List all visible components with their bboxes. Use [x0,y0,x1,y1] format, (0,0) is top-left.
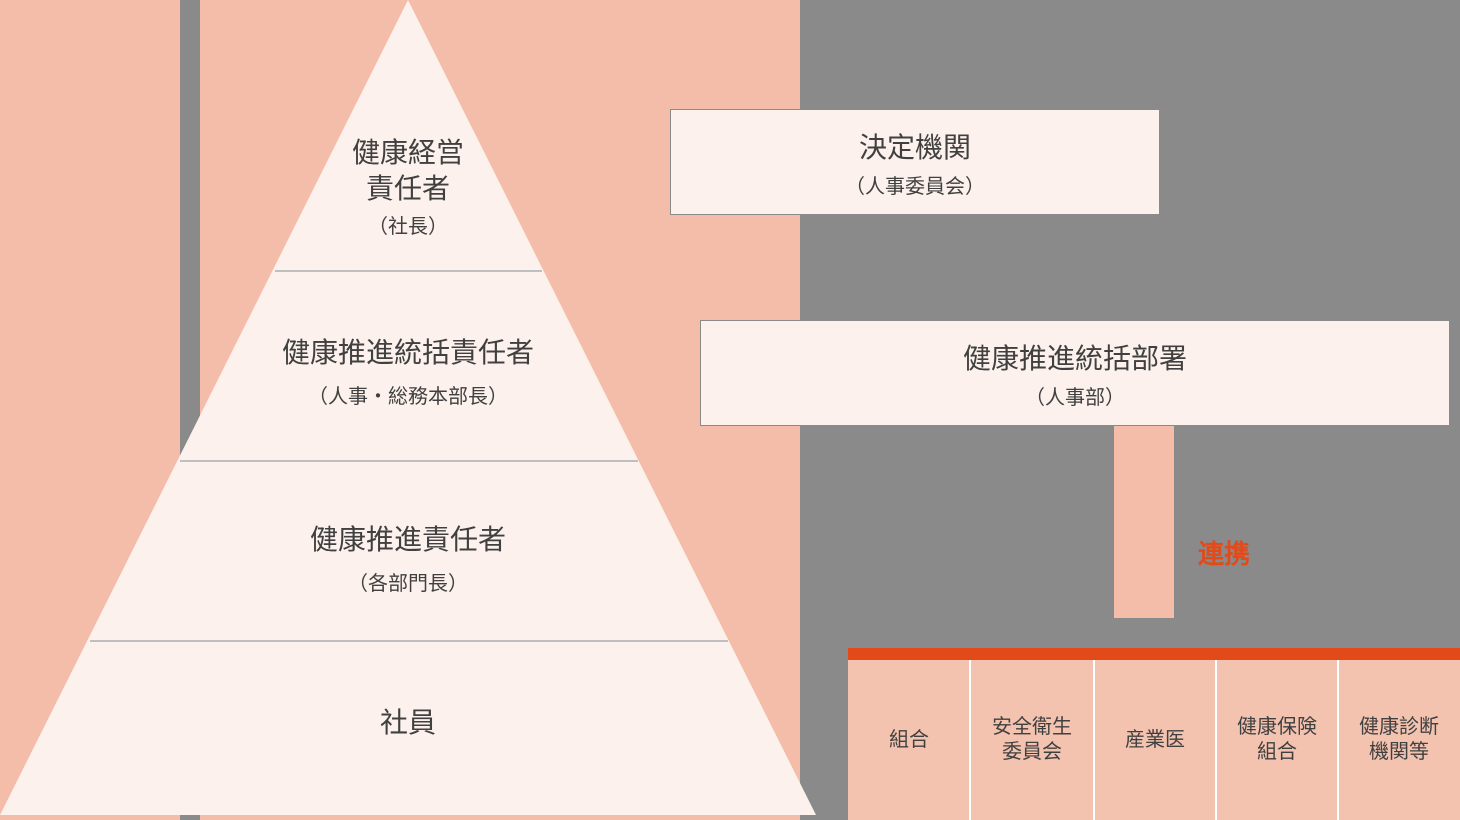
decision-sub: （人事委員会） [671,170,1159,199]
pyramid-tier-title: 健康推進責任者 [0,522,816,558]
pyramid-divider [180,460,638,462]
partner-cell: 産業医 [1094,660,1216,820]
connector-pink-line [611,368,700,372]
partner-divider [1215,660,1217,820]
connector-vertical-bar [1114,426,1174,618]
pyramid-tier-sub: （人事・総務本部長） [0,380,816,409]
dept-box: 健康推進統括部署 （人事部） [700,320,1450,426]
pyramid-tier-sub: （各部門長） [0,567,816,596]
partner-divider [1337,660,1339,820]
partner-cell: 安全衛生 委員会 [970,660,1094,820]
pyramid-tier-title: 健康推進統括責任者 [0,335,816,371]
partner-divider [969,660,971,820]
partner-divider [1093,660,1095,820]
decision-box: 決定機関 （人事委員会） [670,109,1160,215]
partner-cell: 組合 [848,660,970,820]
pyramid-tier-title: 社員 [0,705,816,741]
accent-label: 連携 [1198,534,1250,571]
partner-rail [848,648,1460,660]
dept-sub: （人事部） [701,381,1449,410]
partner-cell: 健康診断 機関等 [1338,660,1460,820]
decision-title: 決定機関 [671,126,1159,166]
pyramid-divider [275,270,542,272]
dept-title: 健康推進統括部署 [701,337,1449,377]
partner-cell: 健康保険 組合 [1216,660,1338,820]
pyramid-divider [90,640,728,642]
diagram-root: 健康経営 責任者（社長）健康推進統括責任者（人事・総務本部長）健康推進責任者（各… [0,0,1460,820]
